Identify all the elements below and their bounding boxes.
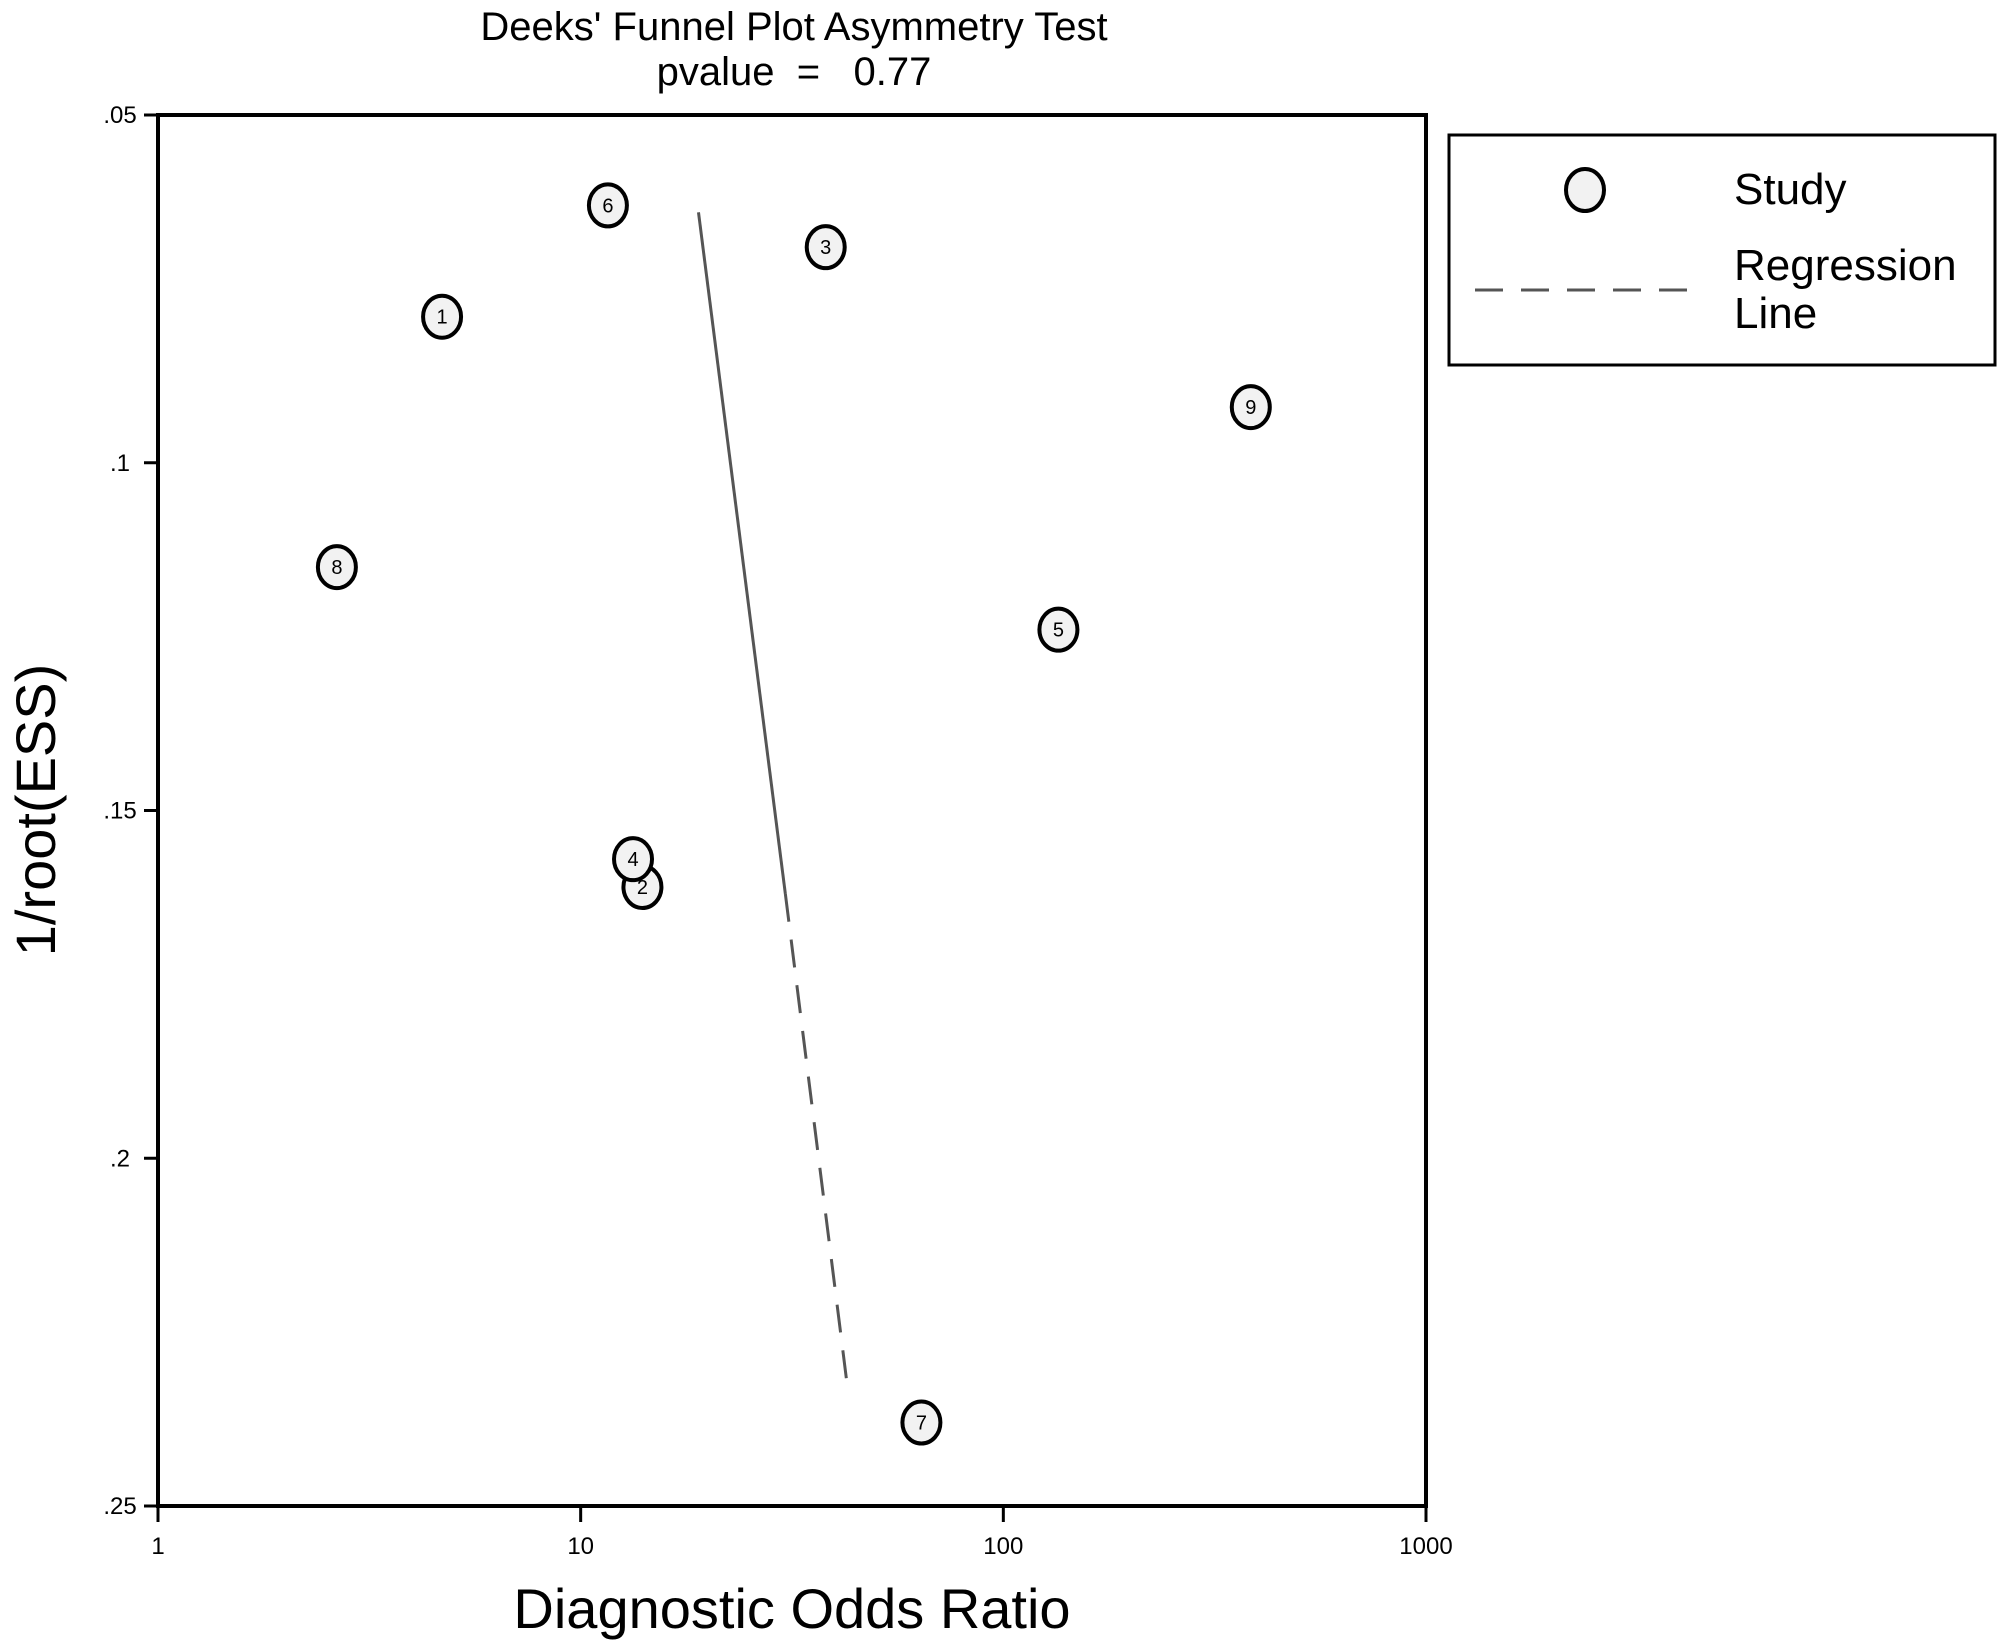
legend: Study Regression Line <box>1447 133 1997 367</box>
study-point-label: 2 <box>637 877 648 899</box>
y-tick-label: .15 <box>103 798 136 825</box>
legend-regression-label-line1: Regression <box>1734 241 1957 290</box>
study-point-5 <box>1037 606 1080 653</box>
y-tick-label: .2 <box>110 1145 130 1172</box>
x-axis: 1 10 100 1000 <box>151 1506 1453 1560</box>
study-point-label: 8 <box>331 557 342 579</box>
study-point-7 <box>900 1399 943 1446</box>
x-axis-title: Diagnostic Odds Ratio <box>513 1577 1070 1640</box>
study-point-8 <box>315 544 358 591</box>
x-tick-label: 100 <box>983 1533 1023 1560</box>
study-point-3 <box>804 224 847 271</box>
study-point-label: 7 <box>916 1413 927 1435</box>
y-axis-title: 1/root(ESS) <box>4 664 67 957</box>
regression-line-dashed <box>783 893 850 1395</box>
study-point-label: 9 <box>1245 397 1256 419</box>
legend-study-label: Study <box>1734 165 1847 214</box>
x-tick-label: 10 <box>567 1533 594 1560</box>
chart-title: Deeks' Funnel Plot Asymmetry Test <box>480 5 1107 49</box>
y-tick-label: .1 <box>110 450 130 477</box>
chart-subtitle: pvalue = 0.77 <box>657 50 932 94</box>
study-point-1 <box>421 293 464 340</box>
study-point-label: 3 <box>820 237 831 259</box>
study-point-4 <box>612 836 655 883</box>
study-point-label: 6 <box>602 195 613 217</box>
study-point-label: 1 <box>437 307 448 329</box>
x-tick-label: 1 <box>151 1533 164 1560</box>
study-point-9 <box>1229 384 1272 431</box>
study-point-label: 4 <box>627 849 638 871</box>
regression-line-solid <box>696 212 787 895</box>
x-tick-label: 1000 <box>1399 1533 1452 1560</box>
legend-regression-label-line2: Line <box>1734 289 1817 338</box>
legend-study-icon <box>1564 167 1606 213</box>
y-tick-label: .05 <box>103 102 136 129</box>
legend-box <box>1447 133 1997 367</box>
study-point-label: 5 <box>1053 620 1064 642</box>
y-axis: .05 .1 .15 .2 .25 <box>103 102 158 1520</box>
regression-line <box>696 212 850 1395</box>
y-tick-label: .25 <box>103 1493 136 1520</box>
plot-frame <box>156 113 1428 1508</box>
study-point-6 <box>586 182 629 229</box>
study-points: 1 2 3 4 5 6 7 8 9 <box>315 182 1272 1446</box>
